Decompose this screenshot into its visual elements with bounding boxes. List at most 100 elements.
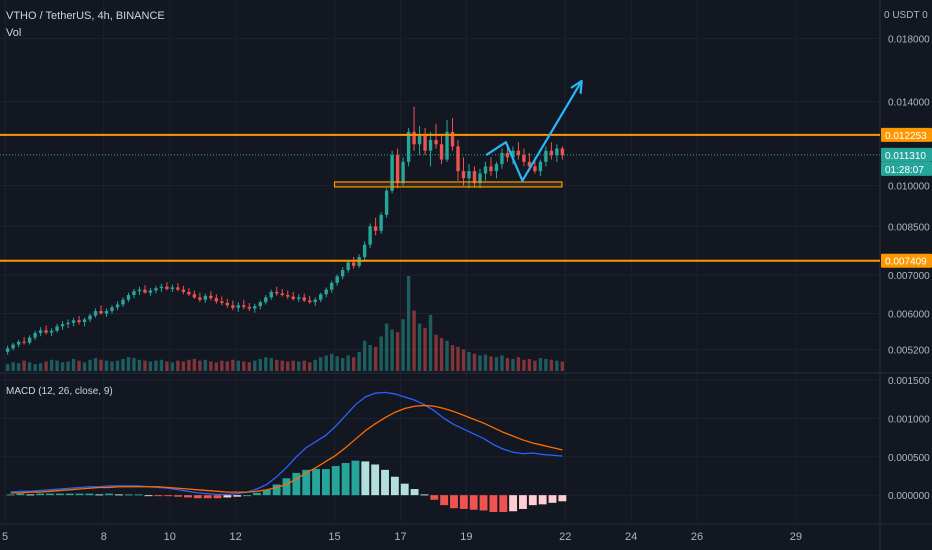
macd-histogram-bar xyxy=(341,462,350,496)
price-tick-label: 0.006000 xyxy=(888,310,930,321)
volume-bar xyxy=(132,358,136,371)
volume-bar xyxy=(16,363,21,371)
candle-body xyxy=(351,262,356,266)
price-tick-label: 0.007000 xyxy=(888,271,930,282)
volume-bar xyxy=(423,327,427,371)
volume-bar xyxy=(373,346,378,371)
volume-bar xyxy=(340,358,345,371)
volume-bar xyxy=(60,362,65,371)
price-badge xyxy=(881,253,932,268)
forecast-path xyxy=(485,80,583,182)
volume-bar xyxy=(104,360,109,371)
macd-histogram-bar xyxy=(262,489,271,496)
candle-body xyxy=(269,291,273,298)
candle-body xyxy=(38,330,43,334)
candle-body xyxy=(417,135,422,145)
macd-histogram-bar xyxy=(272,484,281,496)
macd-histogram-bar xyxy=(164,495,173,497)
volume-bar xyxy=(555,360,559,371)
candle-body xyxy=(93,311,98,316)
candle-body xyxy=(549,150,554,156)
time-tick-label: 24 xyxy=(625,531,637,543)
volume-bar xyxy=(549,359,554,371)
candle-body xyxy=(428,140,433,151)
macd-histogram-bar xyxy=(95,494,104,496)
candle-body xyxy=(5,348,10,352)
volume-bar xyxy=(198,360,202,371)
volume-bar xyxy=(406,276,411,371)
volume-bar xyxy=(511,358,515,371)
macd-histogram-bar xyxy=(528,495,537,506)
candle-body xyxy=(148,290,153,293)
forecast-arrowhead xyxy=(570,79,583,94)
volume-bar xyxy=(93,358,98,371)
candle-body xyxy=(335,276,339,283)
volume-bar xyxy=(38,363,43,371)
candle-body xyxy=(264,297,268,303)
volume-bar xyxy=(137,359,142,371)
macd-histogram-bar xyxy=(469,495,478,510)
macd-histogram-bar xyxy=(85,493,94,496)
volume-bar xyxy=(33,364,37,371)
volume-bar xyxy=(544,358,548,371)
candle-body xyxy=(258,302,262,307)
candle-body xyxy=(231,305,235,308)
price-tick-label: 0.018000 xyxy=(888,35,930,46)
volume-bar xyxy=(242,361,246,371)
candle-body xyxy=(329,282,334,290)
macd-histogram-bar xyxy=(252,492,261,496)
volume-bar xyxy=(439,338,444,371)
candle-body xyxy=(302,297,306,301)
candle-body xyxy=(439,144,444,160)
volume-label: Vol xyxy=(6,27,22,39)
macd-histogram-bar xyxy=(184,495,192,498)
volume-bar xyxy=(181,361,186,371)
candle-body xyxy=(66,322,70,325)
macd-histogram-bar xyxy=(223,495,232,498)
candle-body xyxy=(60,324,65,327)
volume-bar xyxy=(148,361,153,371)
macd-histogram-bar xyxy=(509,495,518,512)
volume-bar xyxy=(362,340,367,371)
volume-bar xyxy=(187,359,191,371)
macd-histogram-bar xyxy=(430,495,439,500)
volume-bar xyxy=(236,360,241,371)
macd-histogram-bar xyxy=(538,495,547,505)
candle-body xyxy=(82,319,87,323)
candle-body xyxy=(346,262,350,270)
candle-body xyxy=(11,344,15,349)
price-axis: 0.018000 0.014000 0.010000 0.008500 0.007000… xyxy=(881,35,932,502)
macd-line xyxy=(10,391,563,496)
macd-histogram-bar xyxy=(390,476,399,496)
macd-histogram-bar xyxy=(459,495,468,509)
volume-bar xyxy=(82,362,87,371)
candle-body xyxy=(423,135,427,151)
candle-body xyxy=(291,296,295,299)
candle-body xyxy=(461,171,466,179)
price-tick-label: 0.005200 xyxy=(888,345,930,356)
macd-histogram-bar xyxy=(371,464,380,496)
volume-bar xyxy=(154,360,158,371)
volume-bar xyxy=(71,358,76,371)
volume-bar xyxy=(329,353,334,371)
candle-body xyxy=(297,297,301,299)
macd-tick-label: 0.001000 xyxy=(888,414,930,425)
volume-bar xyxy=(500,355,504,371)
macd-histogram-bar xyxy=(134,494,143,496)
volume-bar xyxy=(560,361,565,371)
candle-body xyxy=(71,320,76,323)
candle-body xyxy=(154,288,158,291)
candle-body xyxy=(527,161,532,167)
candle-body xyxy=(203,295,208,300)
volume-bar xyxy=(247,362,252,371)
candle-body xyxy=(55,326,59,331)
macd-histogram-bar xyxy=(489,495,498,513)
volume-bar xyxy=(27,362,32,371)
volume-bar xyxy=(280,360,284,371)
volume-bar xyxy=(401,319,405,371)
candle-body xyxy=(445,131,449,160)
macd-histogram-bar xyxy=(321,469,330,496)
volume-bar xyxy=(483,354,488,371)
